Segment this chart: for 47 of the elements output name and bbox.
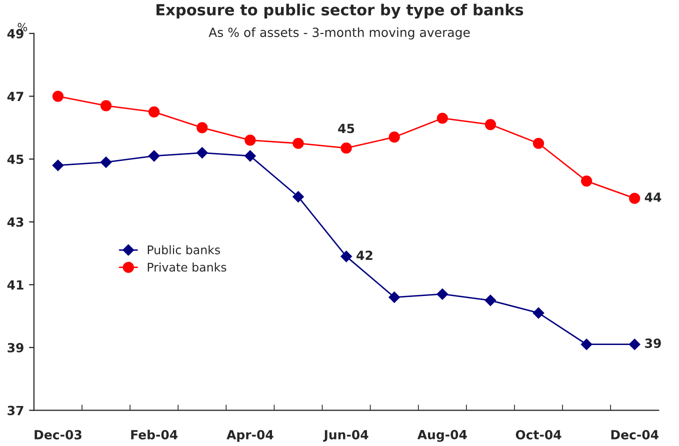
- point: [580, 338, 592, 350]
- point: [244, 150, 256, 162]
- y-tick-label: 45: [7, 154, 24, 164]
- data-label: 45: [338, 124, 354, 134]
- point: [292, 138, 304, 149]
- chart-title: Exposure to public sector by type of banks: [156, 4, 524, 19]
- point: [484, 118, 496, 130]
- x-tick-label: Apr-04: [226, 430, 274, 442]
- x-tick-label: Aug-04: [417, 430, 467, 442]
- x-tick-label: Dec-03: [34, 430, 82, 440]
- y-tick-label: 39: [8, 342, 24, 352]
- point: [436, 288, 448, 300]
- point: [52, 160, 64, 171]
- point: [196, 147, 208, 158]
- y-tick-label: 43: [7, 217, 24, 227]
- point: [244, 134, 256, 146]
- point: [532, 307, 544, 319]
- x-tick-label: Oct-04: [516, 430, 562, 440]
- point: [388, 292, 400, 303]
- legend-label: Public banks: [148, 245, 220, 254]
- y-tick-label: 41: [7, 280, 24, 290]
- legend-label: Private banks: [148, 262, 226, 272]
- x-tick-label: Dec-04: [611, 430, 658, 440]
- point: [532, 138, 544, 149]
- data-label: 42: [356, 250, 372, 260]
- point: [388, 132, 400, 143]
- x-tick-label: Feb-04: [131, 430, 178, 440]
- point: [292, 191, 304, 202]
- point: [484, 294, 496, 306]
- y-tick-label: 37: [8, 406, 24, 416]
- data-label: 39: [645, 338, 661, 348]
- point: [100, 156, 112, 168]
- point: [196, 122, 208, 134]
- data-label: 44: [644, 192, 662, 202]
- y-tick-label: 47: [7, 92, 24, 102]
- chart-subtitle: As % of assets - 3-month moving average: [208, 27, 470, 40]
- point: [340, 250, 352, 262]
- point: [52, 90, 64, 102]
- point: [580, 176, 592, 187]
- point: [340, 142, 352, 154]
- point: [148, 150, 160, 162]
- point: [148, 106, 160, 118]
- point: [629, 192, 640, 204]
- x-tick-label: Jun-04: [323, 430, 368, 442]
- point: [629, 338, 640, 350]
- point: [100, 100, 112, 112]
- point: [436, 112, 448, 124]
